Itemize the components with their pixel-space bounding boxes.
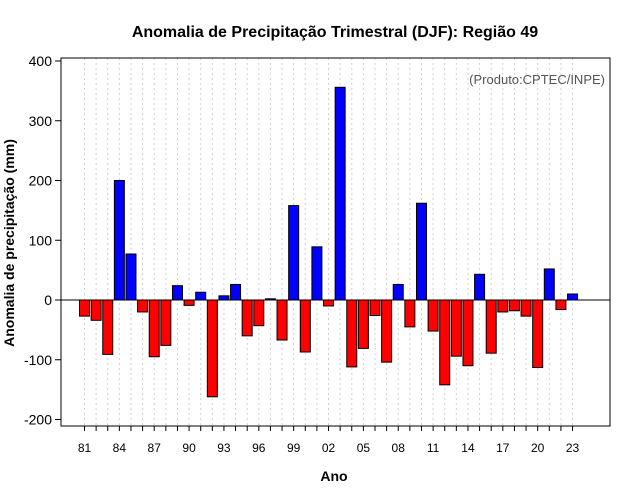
bar-1987 (148, 299, 160, 358)
bar-1984 (113, 180, 125, 301)
credit-label: (Produto:CPTEC/INPE) (469, 72, 605, 87)
bar-1982 (90, 299, 102, 321)
bar-2011 (427, 299, 439, 332)
bar-1995 (241, 299, 253, 337)
x-tick-label: 20 (531, 441, 545, 455)
bar-2008 (392, 283, 404, 301)
bar-2021 (543, 268, 555, 301)
chart-title: Anomalia de Precipitação Trimestral (DJF… (132, 24, 538, 41)
bar-1989 (171, 285, 183, 301)
y-tick-label: 100 (29, 232, 53, 248)
bar-2000 (299, 299, 311, 353)
x-tick-label: 81 (78, 441, 92, 455)
y-tick-label: 200 (29, 173, 53, 189)
bar-2003 (334, 86, 346, 301)
bar-1983 (102, 299, 114, 355)
bar-2006 (369, 299, 381, 317)
x-tick-label: 02 (322, 441, 336, 455)
bar-2016 (485, 299, 497, 354)
grid-lines (84, 58, 574, 426)
bar-1992 (206, 299, 218, 398)
bar-2020 (532, 299, 544, 369)
bar-1993 (218, 295, 230, 301)
y-tick-label: 0 (44, 292, 52, 308)
y-tick-label: -200 (24, 412, 52, 428)
x-tick-label: 23 (566, 441, 580, 455)
x-tick-label: 93 (217, 441, 231, 455)
x-tick-label: 96 (252, 441, 266, 455)
bar-2007 (381, 299, 393, 363)
bars (79, 86, 579, 398)
y-tick-label: -100 (24, 352, 52, 368)
x-tick-label: 90 (182, 441, 196, 455)
bar-2014 (462, 299, 474, 367)
y-axis: -200 -100 0 100 200 300 400 (24, 53, 61, 428)
bar-2001 (311, 246, 323, 301)
bar-1988 (160, 299, 172, 346)
x-tick-label: 99 (287, 441, 301, 455)
x-tick-label: 11 (427, 441, 440, 455)
x-axis-label: Ano (320, 468, 347, 484)
bar-1996 (253, 299, 265, 327)
bar-2002 (323, 299, 335, 307)
bar-2004 (346, 299, 358, 368)
x-tick-label: 08 (392, 441, 406, 455)
bar-1981 (79, 299, 90, 317)
bar-1991 (195, 291, 207, 301)
bar-2017 (497, 299, 509, 313)
bar-2015 (474, 273, 486, 301)
x-tick-label: 05 (357, 441, 371, 455)
x-tick-label: 17 (496, 441, 510, 455)
bar-2013 (450, 299, 462, 357)
bar-1986 (137, 299, 149, 313)
bar-2009 (404, 299, 416, 328)
plot-frame (60, 57, 611, 427)
bar-1994 (230, 283, 242, 301)
bar-2012 (439, 299, 451, 386)
x-tick-label: 84 (113, 441, 127, 455)
bar-2005 (357, 299, 369, 349)
bar-2018 (508, 299, 520, 312)
y-axis-label: Anomalia de precipitação (mm) (1, 139, 17, 347)
bar-1999 (288, 205, 300, 301)
bar-2010 (415, 202, 427, 301)
x-axis: 81 84 87 90 93 96 99 02 05 08 11 14 17 20 23 (78, 426, 580, 455)
bar-2019 (520, 299, 532, 317)
bar-2022 (555, 299, 567, 311)
bar-2023 (567, 293, 579, 301)
bar-1990 (183, 299, 195, 306)
x-tick-label: 14 (461, 441, 475, 455)
y-tick-label: 300 (29, 113, 53, 129)
bar-1985 (125, 253, 137, 301)
y-tick-label: 400 (29, 53, 53, 69)
bar-1998 (276, 299, 288, 341)
x-tick-label: 87 (148, 441, 162, 455)
